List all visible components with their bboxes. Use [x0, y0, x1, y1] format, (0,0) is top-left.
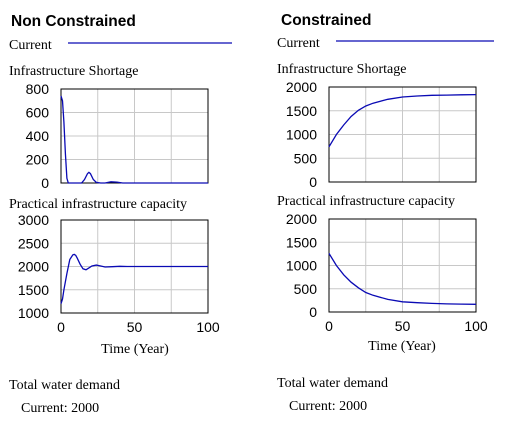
- y-tick-label: 1000: [18, 305, 49, 321]
- y-tick-label: 400: [26, 128, 50, 144]
- y-tick-label: 1500: [18, 282, 49, 298]
- series-line-current: [60, 95, 208, 184]
- y-tick-label: 1500: [286, 234, 317, 250]
- chart-capacity-non-constrained: 1000 1500 2000 2500 3000 0 50 100: [18, 212, 220, 335]
- chart-capacity-constrained: 0 500 1000 1500 2000 0 50 100: [286, 211, 488, 334]
- y-tick-label: 0: [309, 304, 317, 320]
- footer-label-left: Total water demand: [9, 378, 120, 393]
- chart-title-shortage-left: Infrastructure Shortage: [9, 64, 138, 79]
- plot-frame: [328, 218, 477, 313]
- x-tick-label: 0: [57, 319, 65, 335]
- y-tick-label: 1500: [286, 103, 317, 119]
- panel-title-non-constrained: Non Constrained: [11, 13, 136, 30]
- y-tick-label: 600: [26, 105, 50, 121]
- footer-value-right: Current: 2000: [289, 399, 367, 414]
- y-tick-label: 3000: [18, 212, 49, 228]
- x-axis-label-right: Time (Year): [368, 339, 436, 354]
- chart-title-capacity-right: Practical infrastructure capacity: [277, 194, 455, 209]
- y-tick-label: 0: [309, 174, 317, 190]
- y-tick-label: 0: [41, 175, 49, 191]
- footer-value-left: Current: 2000: [21, 401, 99, 416]
- series-line-current: [60, 253, 208, 304]
- panel-title-constrained: Constrained: [281, 12, 371, 29]
- x-tick-label: 50: [395, 318, 411, 334]
- y-tick-label: 500: [294, 281, 318, 297]
- x-axis-label-left: Time (Year): [101, 342, 169, 357]
- legend-label-left: Current: [9, 38, 52, 53]
- chart-title-capacity-left: Practical infrastructure capacity: [9, 197, 187, 212]
- x-tick-label: 0: [325, 318, 333, 334]
- series-line-current: [328, 253, 477, 305]
- y-tick-label: 2000: [286, 79, 317, 95]
- chart-shortage-constrained: 0 500 1000 1500 2000: [286, 79, 477, 190]
- y-tick-label: 500: [294, 150, 318, 166]
- y-tick-label: 2000: [18, 259, 49, 275]
- y-tick-label: 1000: [286, 127, 317, 143]
- plot-frame: [328, 86, 477, 183]
- x-tick-label: 100: [196, 319, 220, 335]
- y-tick-label: 200: [26, 152, 50, 168]
- legend-label-right: Current: [277, 36, 320, 51]
- y-tick-label: 2000: [286, 211, 317, 227]
- footer-label-right: Total water demand: [277, 376, 388, 391]
- x-tick-label: 50: [127, 319, 143, 335]
- y-tick-label: 2500: [18, 235, 49, 251]
- x-tick-label: 100: [464, 318, 488, 334]
- y-tick-label: 1000: [286, 258, 317, 274]
- chart-shortage-non-constrained: 0 200 400 600 800: [26, 81, 209, 191]
- y-tick-label: 800: [26, 81, 50, 97]
- chart-title-shortage-right: Infrastructure Shortage: [277, 62, 406, 77]
- series-line-current: [328, 93, 477, 148]
